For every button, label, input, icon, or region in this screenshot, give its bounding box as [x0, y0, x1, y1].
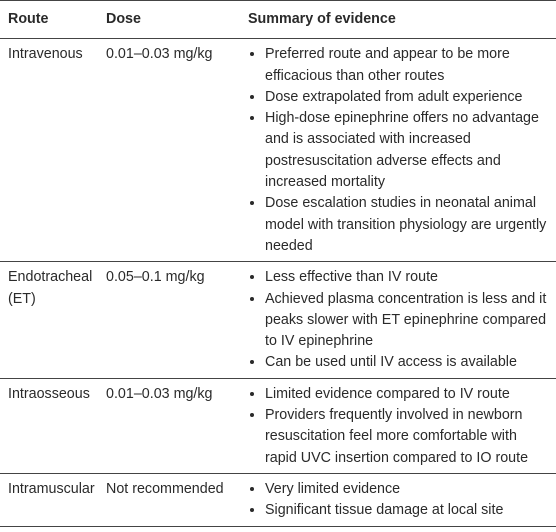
route-cell: Endotracheal (ET)	[0, 261, 98, 379]
evidence-item: Preferred route and appear to be more ef…	[265, 44, 552, 87]
route-cell: Intramuscular	[0, 473, 98, 527]
evidence-item: Very limited evidence	[265, 479, 552, 500]
dose-cell: 0.01–0.03 mg/kg	[98, 378, 240, 474]
evidence-cell: Preferred route and appear to be more ef…	[240, 38, 556, 263]
evidence-list: Preferred route and appear to be more ef…	[248, 44, 556, 257]
evidence-item: Significant tissue damage at local site	[265, 500, 552, 521]
evidence-cell: Limited evidence compared to IV routePro…	[240, 378, 556, 474]
evidence-item: Providers frequently involved in newborn…	[265, 405, 552, 469]
evidence-item: Can be used until IV access is available	[265, 352, 552, 373]
dose-cell: 0.01–0.03 mg/kg	[98, 38, 240, 263]
evidence-cell: Very limited evidenceSignificant tissue …	[240, 473, 556, 527]
column-header: Dose	[98, 0, 240, 40]
evidence-list: Limited evidence compared to IV routePro…	[248, 384, 556, 469]
evidence-list: Less effective than IV routeAchieved pla…	[248, 267, 556, 373]
evidence-item: Achieved plasma concentration is less an…	[265, 289, 552, 353]
evidence-item: High-dose epinephrine offers no advantag…	[265, 108, 552, 193]
header-row: Route Dose Summary of evidence	[0, 0, 556, 40]
evidence-item: Less effective than IV route	[265, 267, 552, 288]
evidence-item: Dose extrapolated from adult experience	[265, 87, 552, 108]
column-header: Route	[0, 0, 98, 40]
evidence-item: Limited evidence compared to IV route	[265, 384, 552, 405]
evidence-cell: Less effective than IV routeAchieved pla…	[240, 261, 556, 379]
evidence-list: Very limited evidenceSignificant tissue …	[248, 479, 556, 522]
route-cell: Intravenous	[0, 38, 98, 263]
dose-cell: Not recommended	[98, 473, 240, 527]
table-row: Endotracheal (ET)0.05–0.1 mg/kgLess effe…	[0, 261, 556, 379]
route-cell: Intraosseous	[0, 378, 98, 474]
column-header: Summary of evidence	[240, 0, 556, 40]
dose-cell: 0.05–0.1 mg/kg	[98, 261, 240, 379]
evidence-item: Dose escalation studies in neonatal anim…	[265, 193, 552, 257]
